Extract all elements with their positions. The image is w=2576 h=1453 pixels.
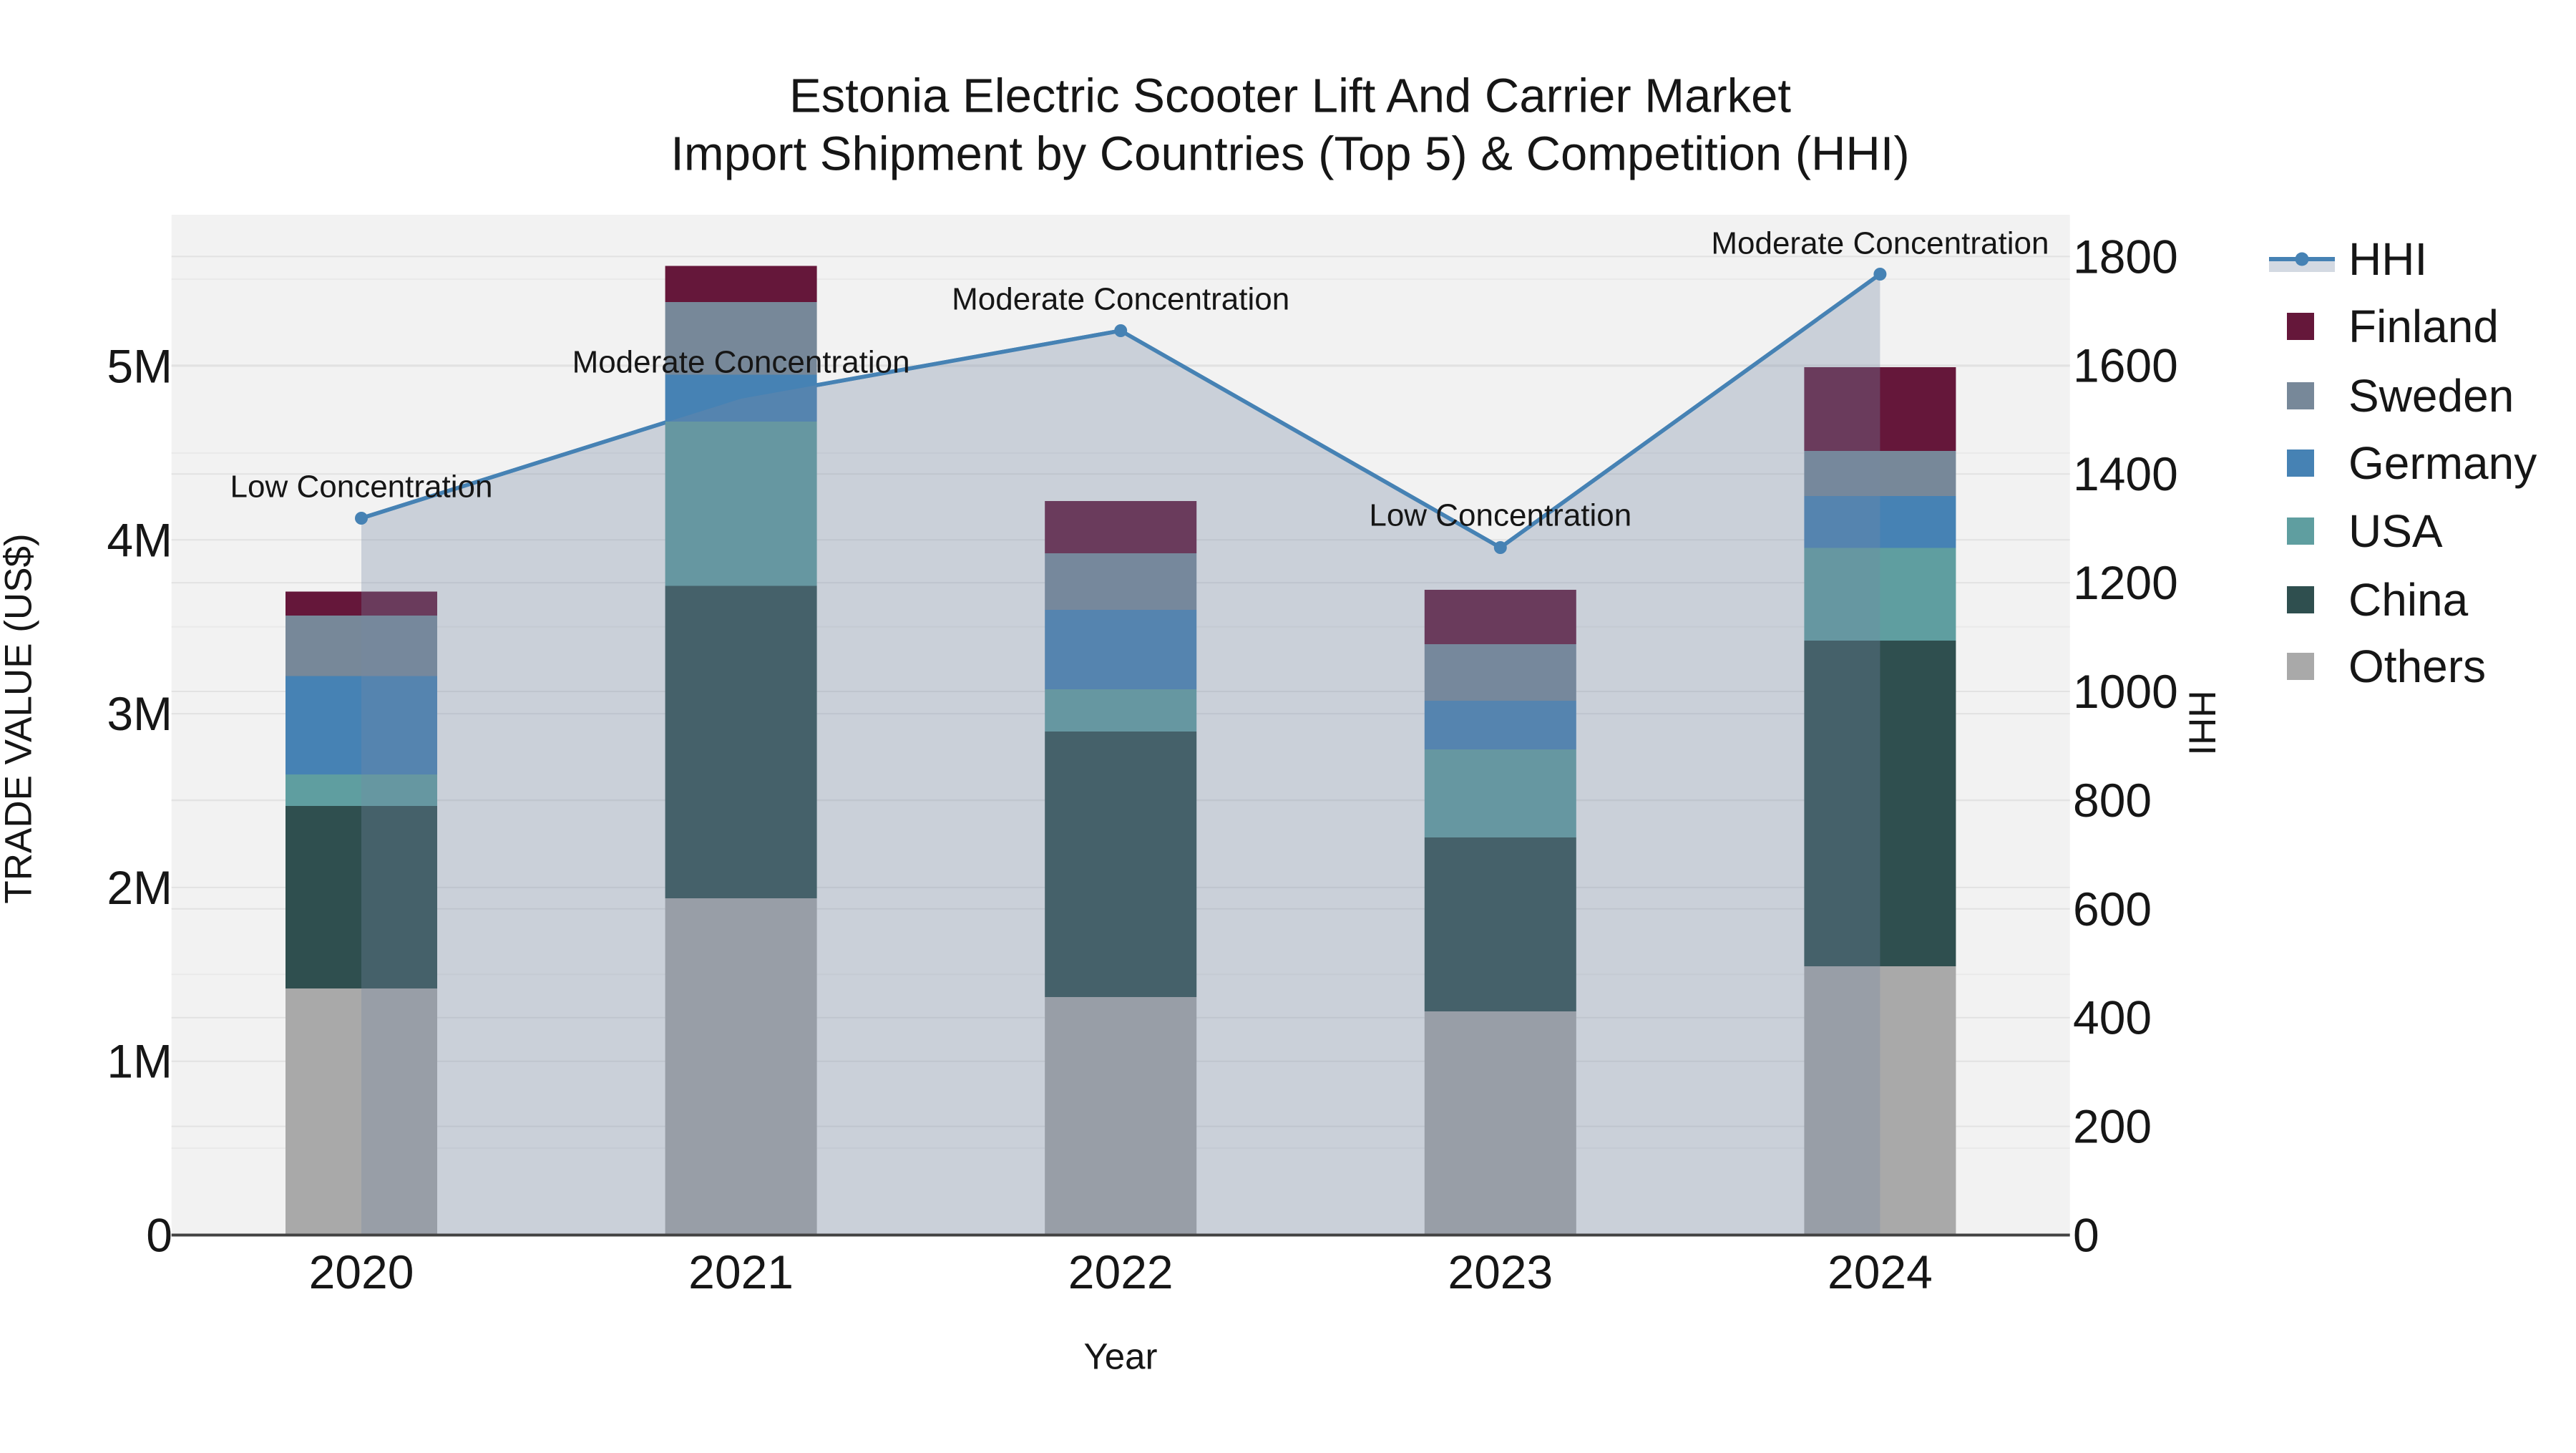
svg-text:1000: 1000 (2073, 665, 2178, 718)
svg-text:1400: 1400 (2073, 447, 2178, 500)
svg-text:3M: 3M (107, 687, 172, 740)
svg-text:2020: 2020 (309, 1245, 414, 1298)
svg-text:Low Concentration: Low Concentration (230, 470, 493, 505)
svg-text:2023: 2023 (1448, 1245, 1553, 1298)
svg-text:China: China (2348, 574, 2469, 626)
svg-text:Others: Others (2348, 641, 2486, 692)
svg-text:Sweden: Sweden (2348, 370, 2514, 422)
svg-text:600: 600 (2073, 883, 2152, 936)
svg-text:800: 800 (2073, 774, 2152, 827)
svg-text:2022: 2022 (1068, 1245, 1174, 1298)
svg-text:200: 200 (2073, 1100, 2152, 1153)
svg-text:Moderate Concentration: Moderate Concentration (952, 282, 1289, 317)
svg-text:1M: 1M (107, 1035, 172, 1088)
svg-text:1800: 1800 (2073, 230, 2178, 283)
svg-text:4M: 4M (107, 513, 172, 566)
svg-text:0: 0 (146, 1209, 172, 1262)
svg-text:Germany: Germany (2348, 437, 2537, 489)
svg-text:Moderate Concentration: Moderate Concentration (572, 345, 910, 380)
svg-text:Finland: Finland (2348, 301, 2499, 352)
svg-text:USA: USA (2348, 505, 2443, 557)
svg-text:Import Shipment by Countries (: Import Shipment by Countries (Top 5) & C… (670, 127, 1909, 181)
svg-text:1600: 1600 (2073, 339, 2178, 392)
svg-text:HHI: HHI (2181, 690, 2223, 755)
svg-text:5M: 5M (107, 340, 172, 393)
svg-text:400: 400 (2073, 991, 2152, 1044)
svg-text:HHI: HHI (2348, 233, 2427, 285)
svg-text:2M: 2M (107, 861, 172, 914)
svg-text:TRADE VALUE (US$): TRADE VALUE (US$) (0, 533, 40, 903)
svg-text:Low Concentration: Low Concentration (1369, 498, 1631, 533)
svg-text:Moderate Concentration: Moderate Concentration (1711, 226, 2049, 261)
svg-text:0: 0 (2073, 1209, 2099, 1262)
svg-text:Estonia Electric Scooter Lift: Estonia Electric Scooter Lift And Carrie… (789, 69, 1791, 123)
svg-text:Year: Year (1083, 1336, 1157, 1377)
svg-text:2024: 2024 (1828, 1245, 1933, 1298)
svg-text:2021: 2021 (688, 1245, 794, 1298)
svg-text:1200: 1200 (2073, 556, 2178, 609)
